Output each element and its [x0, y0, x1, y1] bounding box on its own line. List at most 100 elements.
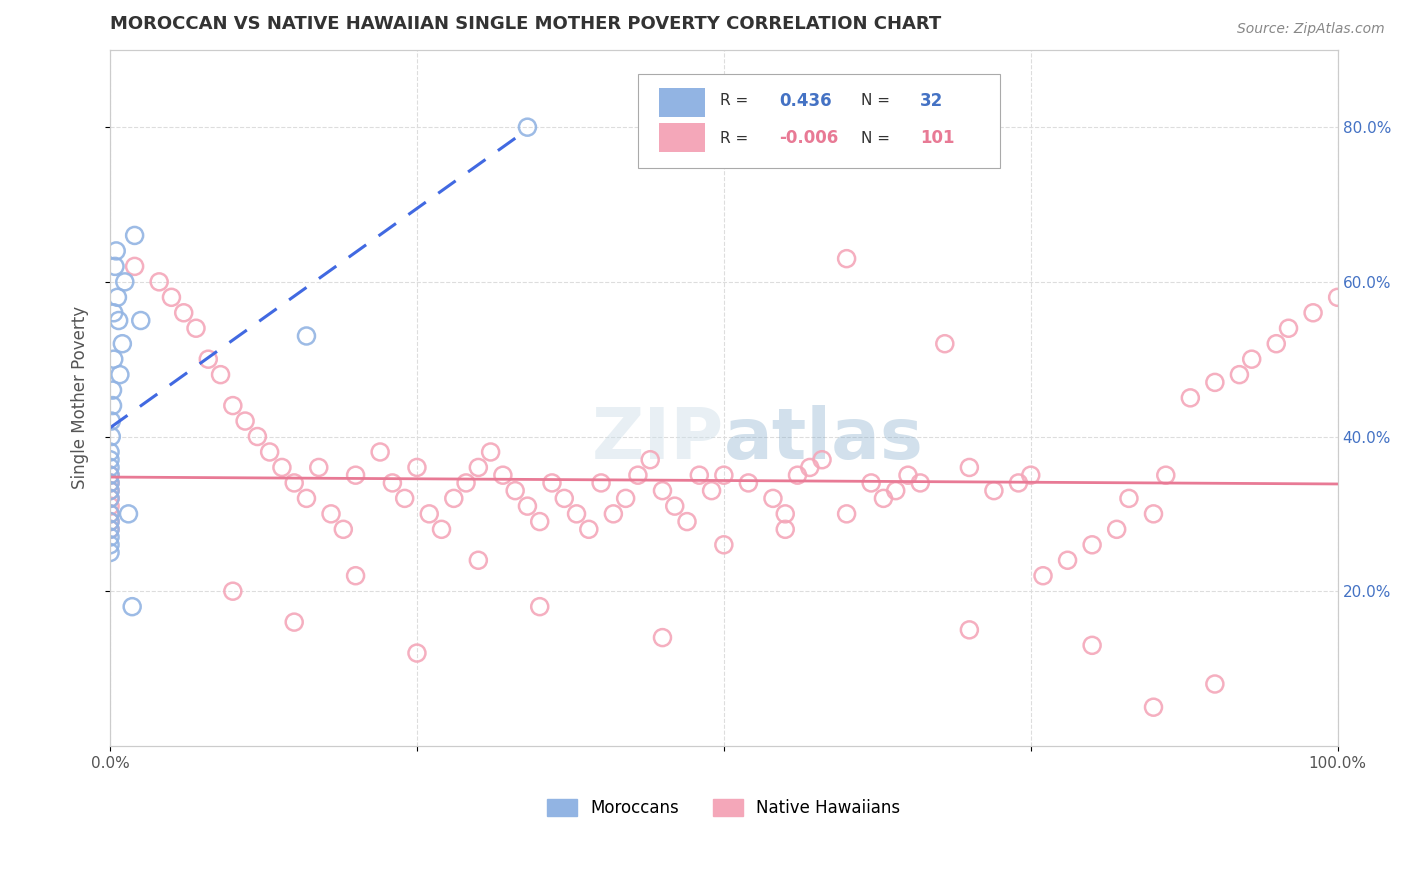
- Point: [503, 483, 526, 498]
- Point: [98, 475, 121, 490]
- Point: [957, 623, 980, 637]
- Point: [295, 491, 318, 506]
- Point: [124, 260, 146, 274]
- Text: N =: N =: [862, 93, 896, 108]
- Point: [308, 460, 330, 475]
- Point: [1007, 475, 1029, 490]
- Point: [688, 468, 710, 483]
- Text: MOROCCAN VS NATIVE HAWAIIAN SINGLE MOTHER POVERTY CORRELATION CHART: MOROCCAN VS NATIVE HAWAIIAN SINGLE MOTHE…: [110, 15, 942, 33]
- Point: [467, 553, 489, 567]
- Point: [565, 507, 588, 521]
- Point: [430, 522, 453, 536]
- Point: [1204, 376, 1226, 390]
- Point: [884, 483, 907, 498]
- Point: [700, 483, 723, 498]
- Point: [1081, 538, 1104, 552]
- Point: [773, 522, 796, 536]
- Point: [1277, 321, 1299, 335]
- Point: [713, 468, 735, 483]
- Point: [222, 584, 245, 599]
- Point: [676, 515, 699, 529]
- Point: [1142, 700, 1164, 714]
- Point: [529, 599, 551, 614]
- Point: [406, 460, 429, 475]
- Text: R =: R =: [720, 131, 754, 145]
- Text: atlas: atlas: [724, 405, 924, 475]
- Legend: Moroccans, Native Hawaiians: Moroccans, Native Hawaiians: [541, 792, 907, 824]
- Point: [129, 313, 152, 327]
- Point: [104, 260, 127, 274]
- Text: -0.006: -0.006: [779, 129, 838, 147]
- Point: [259, 445, 281, 459]
- Point: [209, 368, 232, 382]
- Point: [233, 414, 256, 428]
- Point: [638, 452, 661, 467]
- Point: [271, 460, 294, 475]
- Point: [651, 631, 673, 645]
- Point: [98, 507, 121, 521]
- Point: [934, 336, 956, 351]
- Point: [529, 515, 551, 529]
- Point: [1229, 368, 1251, 382]
- Point: [98, 491, 121, 506]
- Point: [516, 499, 538, 513]
- Point: [1032, 568, 1054, 582]
- Point: [614, 491, 637, 506]
- Point: [454, 475, 477, 490]
- Point: [1142, 507, 1164, 521]
- Point: [98, 483, 121, 498]
- Text: 101: 101: [921, 129, 955, 147]
- Point: [98, 522, 121, 536]
- Point: [627, 468, 650, 483]
- Point: [173, 306, 195, 320]
- Point: [773, 507, 796, 521]
- Point: [381, 475, 404, 490]
- Text: 0.436: 0.436: [779, 92, 832, 110]
- Point: [799, 460, 821, 475]
- Point: [100, 414, 122, 428]
- Point: [516, 120, 538, 135]
- Point: [105, 244, 128, 258]
- Point: [1105, 522, 1128, 536]
- Point: [786, 468, 808, 483]
- Point: [101, 383, 124, 397]
- Point: [541, 475, 564, 490]
- Point: [108, 368, 131, 382]
- Point: [98, 507, 121, 521]
- Point: [344, 568, 367, 582]
- Point: [246, 429, 269, 443]
- Point: [1240, 352, 1263, 367]
- Point: [591, 475, 613, 490]
- Point: [98, 522, 121, 536]
- Point: [467, 460, 489, 475]
- Point: [124, 228, 146, 243]
- Point: [1326, 290, 1348, 304]
- Point: [811, 452, 834, 467]
- Point: [319, 507, 342, 521]
- Point: [1154, 468, 1177, 483]
- Point: [1302, 306, 1324, 320]
- Text: N =: N =: [862, 131, 896, 145]
- Point: [98, 445, 121, 459]
- Point: [762, 491, 785, 506]
- Point: [295, 329, 318, 343]
- Point: [492, 468, 515, 483]
- Point: [114, 275, 136, 289]
- Point: [394, 491, 416, 506]
- FancyBboxPatch shape: [638, 74, 1000, 169]
- Point: [553, 491, 575, 506]
- Point: [107, 313, 129, 327]
- Point: [98, 545, 121, 559]
- Point: [737, 475, 759, 490]
- Text: 32: 32: [921, 92, 943, 110]
- Point: [98, 491, 121, 506]
- Point: [1204, 677, 1226, 691]
- Point: [910, 475, 932, 490]
- Text: ZIP: ZIP: [592, 405, 724, 475]
- Point: [713, 538, 735, 552]
- Point: [222, 399, 245, 413]
- Y-axis label: Single Mother Poverty: Single Mother Poverty: [72, 306, 89, 490]
- FancyBboxPatch shape: [659, 88, 706, 118]
- Text: R =: R =: [720, 93, 754, 108]
- Point: [98, 499, 121, 513]
